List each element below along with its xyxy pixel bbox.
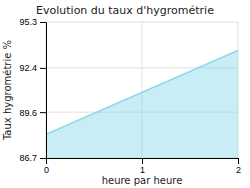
title: Evolution du taux d'hygrométrie (36, 4, 214, 17)
grid (46, 22, 238, 158)
y-tick-mark (40, 158, 46, 159)
chart: 0 1 2 86.7 89.6 92.4 95.3Evolution du taux d'h… (0, 0, 250, 188)
y-axis: 86.7 89.6 92.4 95.3 (19, 17, 46, 163)
x-tick-mark (142, 158, 143, 164)
x-tick-label: 1 (140, 165, 145, 175)
y-tick-label: 89.6 (19, 108, 37, 118)
y-tick: 86.7 (19, 153, 46, 163)
y-tick-mark (40, 22, 46, 23)
y-domain (40, 23, 47, 159)
y-tick: 95.3 (19, 17, 46, 27)
x-tick-mark (238, 158, 239, 164)
y-label: Taux hygrométrie % (2, 40, 13, 141)
y-tick: 92.4 (19, 63, 46, 73)
x-tick: 1 (140, 158, 145, 175)
x-tick-label: 2 (236, 165, 241, 175)
y-tick-label: 95.3 (19, 17, 37, 27)
x-tick: 0 (44, 158, 49, 175)
line (46, 50, 238, 134)
plot: 0 1 2 86.7 89.6 92.4 95.3 (19, 17, 241, 175)
y-tick: 89.6 (19, 108, 46, 118)
x-domain (47, 159, 239, 165)
marks (46, 50, 238, 158)
y-tick-label: 92.4 (19, 63, 37, 73)
x-label: heure par heure (102, 175, 183, 186)
y-tick-mark (40, 112, 46, 113)
x-axis: 0 1 2 (44, 158, 241, 175)
x-tick: 2 (236, 158, 241, 175)
y-tick-mark (40, 68, 46, 69)
y-tick-label: 86.7 (19, 153, 37, 163)
x-tick-label: 0 (44, 165, 49, 175)
area (46, 50, 238, 158)
